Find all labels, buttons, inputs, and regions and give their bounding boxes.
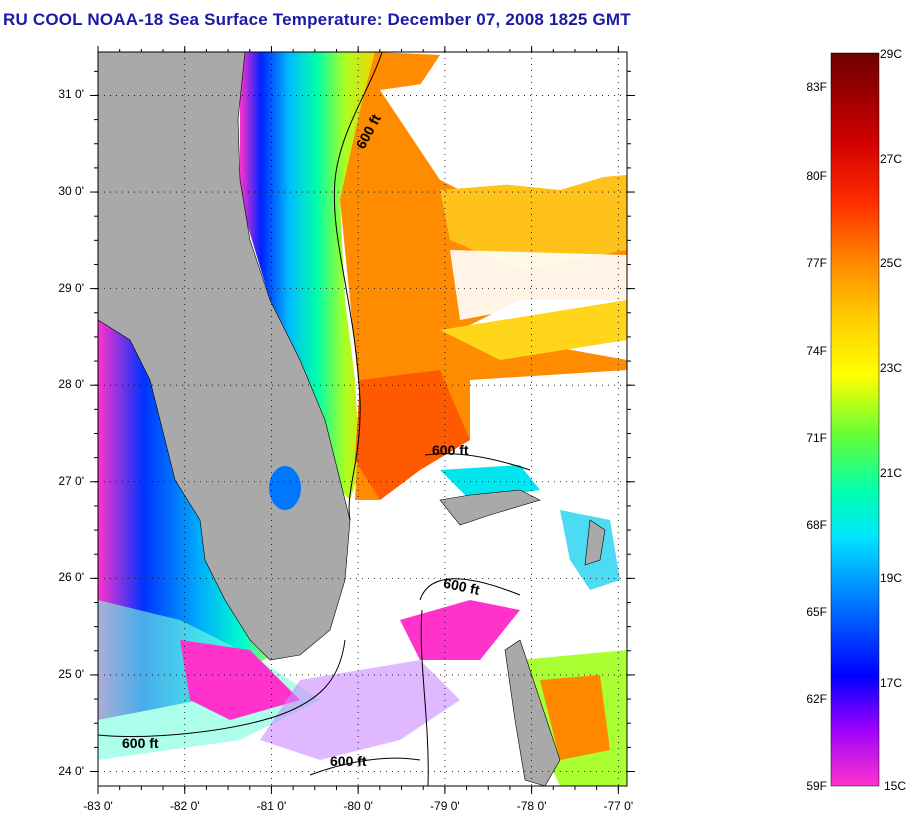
isobath-label-5: 600 ft: [330, 753, 367, 769]
mixed-patch: [260, 660, 460, 760]
colorbar-c-label: 23C: [880, 361, 903, 375]
x-axis-tick-label: -77 0': [603, 799, 634, 813]
colorbar-f-label: 80F: [806, 169, 827, 183]
colorbar-c-label: 19C: [880, 571, 903, 585]
y-axis-tick-label: 27 0': [58, 473, 84, 488]
cloud-streak-1: [380, 60, 627, 190]
isobath-label-2: 600 ft: [432, 442, 469, 458]
colorbar-c-label: 15C: [884, 779, 907, 793]
gulf-stream-core: [355, 370, 470, 500]
y-axis-tick-label: 28 0': [58, 377, 84, 392]
colorbar-c-label: 17C: [880, 676, 903, 690]
x-axis-tick-label: -79 0': [430, 799, 460, 813]
y-axis-tick-label: 24 0': [58, 763, 84, 778]
grand-bahama-land: [439, 489, 541, 526]
colorbar-f-label: 62F: [806, 692, 827, 706]
isobath-line-3: [419, 578, 521, 786]
isobath-line-1: [333, 52, 383, 521]
isobath-line-2: [424, 453, 531, 471]
colorbar-f-label: 74F: [806, 344, 827, 358]
y-axis-tick-label: 30 0': [58, 184, 84, 199]
colorbar-c-label: 27C: [880, 152, 903, 166]
south-gulf-stream: [540, 675, 610, 760]
cloud-streak-3: [470, 370, 627, 440]
colorbar-f-label: 65F: [806, 605, 827, 619]
colorbar-c-label: 29C: [880, 47, 903, 61]
x-axis-tick-label: -80 0': [343, 799, 373, 813]
page-title: RU COOL NOAA-18 Sea Surface Temperature:…: [3, 10, 631, 29]
map-tick-marks: [90, 46, 635, 794]
colorbar-f-label: 71F: [806, 431, 827, 445]
keys-cold-patch: [180, 640, 300, 720]
colorbar-f-label: 77F: [806, 256, 827, 270]
colorbar-f-label: 83F: [806, 80, 827, 94]
y-axis-tick-label: 26 0': [58, 570, 84, 585]
map-frame: [97, 51, 628, 787]
lake-okeechobee: [269, 466, 301, 510]
colorbar-f-label: 68F: [806, 518, 827, 532]
colorbar-f-label: 59F: [806, 779, 827, 793]
isobath-label-3: 600 ft: [442, 575, 481, 598]
cloud-streak-2: [450, 250, 627, 320]
isobath-line-5: [309, 757, 421, 776]
abaco-land: [584, 519, 606, 566]
colorbar-c-label: 25C: [880, 256, 903, 270]
x-axis-tick-label: -82 0': [169, 799, 200, 813]
andros-land: [504, 639, 561, 786]
y-axis-tick-label: 25 0': [58, 666, 84, 681]
warm-band-2: [440, 300, 627, 360]
colorbar-c-label: 21C: [880, 466, 903, 480]
isobath-line-4: [98, 639, 346, 737]
atlantic-shelf-water: [240, 52, 380, 500]
isobath-label-4: 600 ft: [122, 735, 159, 751]
cold-patch-2: [400, 600, 520, 660]
x-axis-tick-label: -81 0': [256, 799, 287, 813]
y-axis-tick-label: 29 0': [58, 280, 84, 295]
colorbar: [830, 52, 880, 787]
x-axis-tick-label: -78 0': [516, 799, 547, 813]
lat-lon-grid: [98, 52, 627, 786]
warm-band-1: [440, 175, 627, 270]
x-axis-tick-label: -83 0': [83, 799, 113, 813]
y-axis-tick-label: 31 0': [58, 87, 84, 102]
